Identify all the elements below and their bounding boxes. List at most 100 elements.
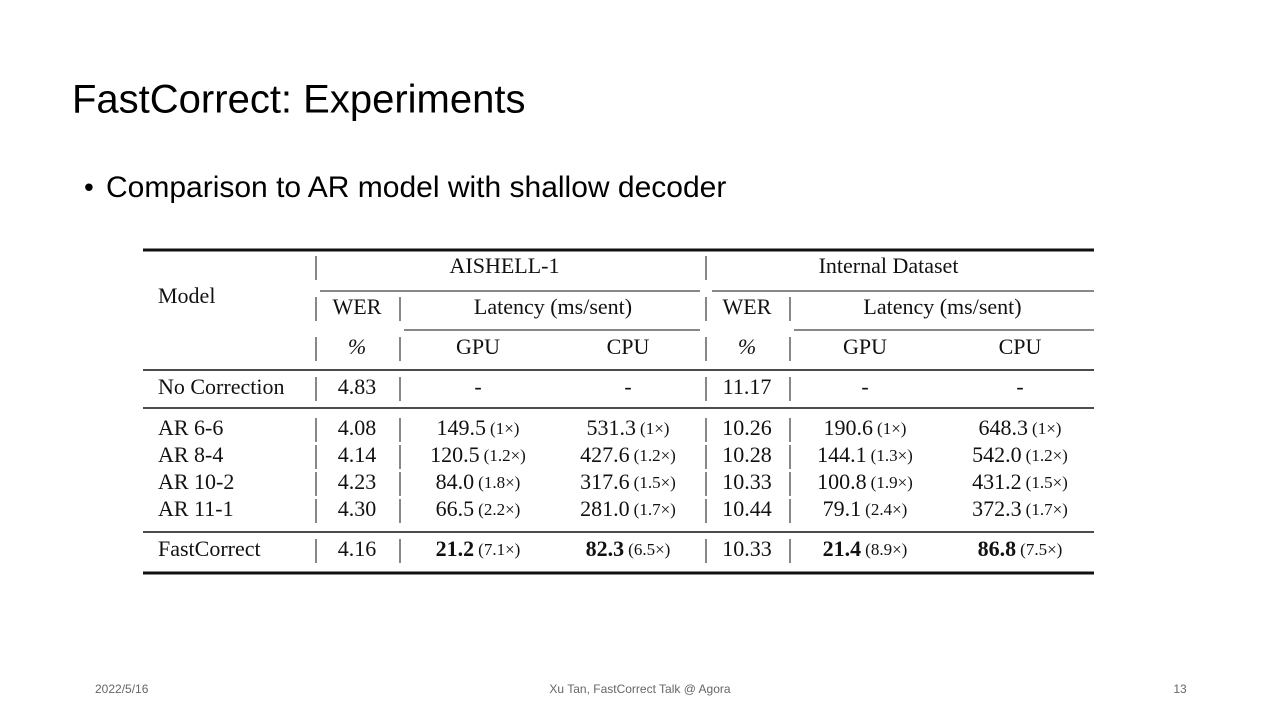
latency-value: 144.1 xyxy=(817,442,867,467)
cell: 4.08 xyxy=(338,415,377,440)
cell: 4.30 xyxy=(338,496,377,521)
gpu-header: GPU xyxy=(843,334,887,359)
bullet-dot: • xyxy=(84,171,94,202)
speedup: (1.5×) xyxy=(1026,473,1068,492)
latency-value: 190.6 xyxy=(824,415,874,440)
latency-cell: 648.3 (1×) xyxy=(979,415,1062,440)
cell: - xyxy=(474,374,481,399)
speedup: (1×) xyxy=(490,419,519,438)
speedup: (2.4×) xyxy=(865,500,907,519)
latency-cell: 120.5 (1.2×) xyxy=(430,442,526,467)
model-name: AR 8-4 xyxy=(158,442,223,467)
cell: 4.23 xyxy=(338,469,377,494)
cell: 11.17 xyxy=(723,374,772,399)
latency-cell: 144.1 (1.3×) xyxy=(817,442,913,467)
latency-cell: 281.0 (1.7×) xyxy=(580,496,676,521)
cell: 10.28 xyxy=(722,442,772,467)
latency-value: 431.2 xyxy=(972,469,1022,494)
cell: 10.33 xyxy=(722,469,772,494)
cpu-header: CPU xyxy=(607,334,650,359)
latency-value: 427.6 xyxy=(580,442,630,467)
latency-cell: 21.2 (7.1×) xyxy=(436,536,521,561)
latency-cell: 542.0 (1.2×) xyxy=(972,442,1068,467)
latency-value: 317.6 xyxy=(580,469,630,494)
latency-cell: 427.6 (1.2×) xyxy=(580,442,676,467)
speedup: (1.2×) xyxy=(484,446,526,465)
latency-cell: 317.6 (1.5×) xyxy=(580,469,676,494)
cell: - xyxy=(624,374,631,399)
group-name: Internal Dataset xyxy=(819,253,959,278)
latency-cell: 431.2 (1.5×) xyxy=(972,469,1068,494)
wer-header: WER xyxy=(723,294,772,319)
cell: - xyxy=(861,374,868,399)
footer-date: 2022/5/16 xyxy=(95,682,149,696)
latency-value: 86.8 xyxy=(978,536,1017,561)
latency-value: 100.8 xyxy=(817,469,867,494)
unit-header: % xyxy=(738,334,756,359)
latency-value: 79.1 xyxy=(823,496,862,521)
latency-value: 542.0 xyxy=(972,442,1022,467)
speedup: (8.9×) xyxy=(865,540,907,559)
latency-cell: 531.3 (1×) xyxy=(587,415,670,440)
latency-cell: 66.5 (2.2×) xyxy=(436,496,521,521)
latency-value: 82.3 xyxy=(586,536,625,561)
latency-cell: 21.4 (8.9×) xyxy=(823,536,908,561)
slide-title: FastCorrect: Experiments xyxy=(72,78,525,122)
table: Model AISHELL-1 WER Latency (ms/sent)% GPU CP… xyxy=(143,248,1094,575)
cell: 10.44 xyxy=(722,496,772,521)
latency-value: 372.3 xyxy=(972,496,1022,521)
model-name: No Correction xyxy=(158,374,284,399)
speedup: (1.3×) xyxy=(871,446,913,465)
latency-cell: 372.3 (1.7×) xyxy=(972,496,1068,521)
cell: 4.14 xyxy=(338,442,377,467)
speedup: (7.1×) xyxy=(478,540,520,559)
cell: - xyxy=(1016,374,1023,399)
cell: 4.16 xyxy=(338,536,377,561)
latency-value: 66.5 xyxy=(436,496,475,521)
wer-header: WER xyxy=(333,294,382,319)
latency-cell: 149.5 (1×) xyxy=(437,415,520,440)
unit-header: % xyxy=(348,334,366,359)
group-name: AISHELL-1 xyxy=(450,253,560,278)
gpu-header: GPU xyxy=(456,334,500,359)
speedup: (1×) xyxy=(640,419,669,438)
latency-cell: 82.3 (6.5×) xyxy=(586,536,671,561)
speedup: (2.2×) xyxy=(478,500,520,519)
latency-value: 281.0 xyxy=(580,496,630,521)
speedup: (7.5×) xyxy=(1020,540,1062,559)
latency-value: 531.3 xyxy=(587,415,637,440)
speedup: (1×) xyxy=(1032,419,1061,438)
speedup: (1.8×) xyxy=(478,473,520,492)
model-header: Model xyxy=(158,283,215,308)
latency-header: Latency (ms/sent) xyxy=(863,294,1021,319)
cell: 10.26 xyxy=(722,415,772,440)
latency-cell: 100.8 (1.9×) xyxy=(817,469,913,494)
latency-value: 21.2 xyxy=(436,536,475,561)
latency-value: 120.5 xyxy=(430,442,480,467)
speedup: (1.2×) xyxy=(1026,446,1068,465)
speedup: (1.2×) xyxy=(634,446,676,465)
speedup: (1.7×) xyxy=(1026,500,1068,519)
model-name: AR 11-1 xyxy=(158,496,234,521)
model-name: FastCorrect xyxy=(158,536,261,561)
latency-value: 149.5 xyxy=(437,415,487,440)
bullet-text: Comparison to AR model with shallow deco… xyxy=(106,171,726,204)
speedup: (6.5×) xyxy=(628,540,670,559)
latency-cell: 190.6 (1×) xyxy=(824,415,907,440)
speedup: (1.7×) xyxy=(634,500,676,519)
footer-center: Xu Tan, FastCorrect Talk @ Agora xyxy=(549,682,730,696)
model-name: AR 10-2 xyxy=(158,469,234,494)
page-number: 13 xyxy=(1173,682,1187,696)
latency-value: 648.3 xyxy=(979,415,1029,440)
speedup: (1.5×) xyxy=(634,473,676,492)
latency-cell: 84.0 (1.8×) xyxy=(436,469,521,494)
cell: 4.83 xyxy=(338,374,377,399)
model-name: AR 6-6 xyxy=(158,415,223,440)
latency-value: 21.4 xyxy=(823,536,862,561)
cpu-header: CPU xyxy=(999,334,1042,359)
cell: 10.33 xyxy=(722,536,772,561)
speedup: (1.9×) xyxy=(871,473,913,492)
latency-cell: 79.1 (2.4×) xyxy=(823,496,908,521)
